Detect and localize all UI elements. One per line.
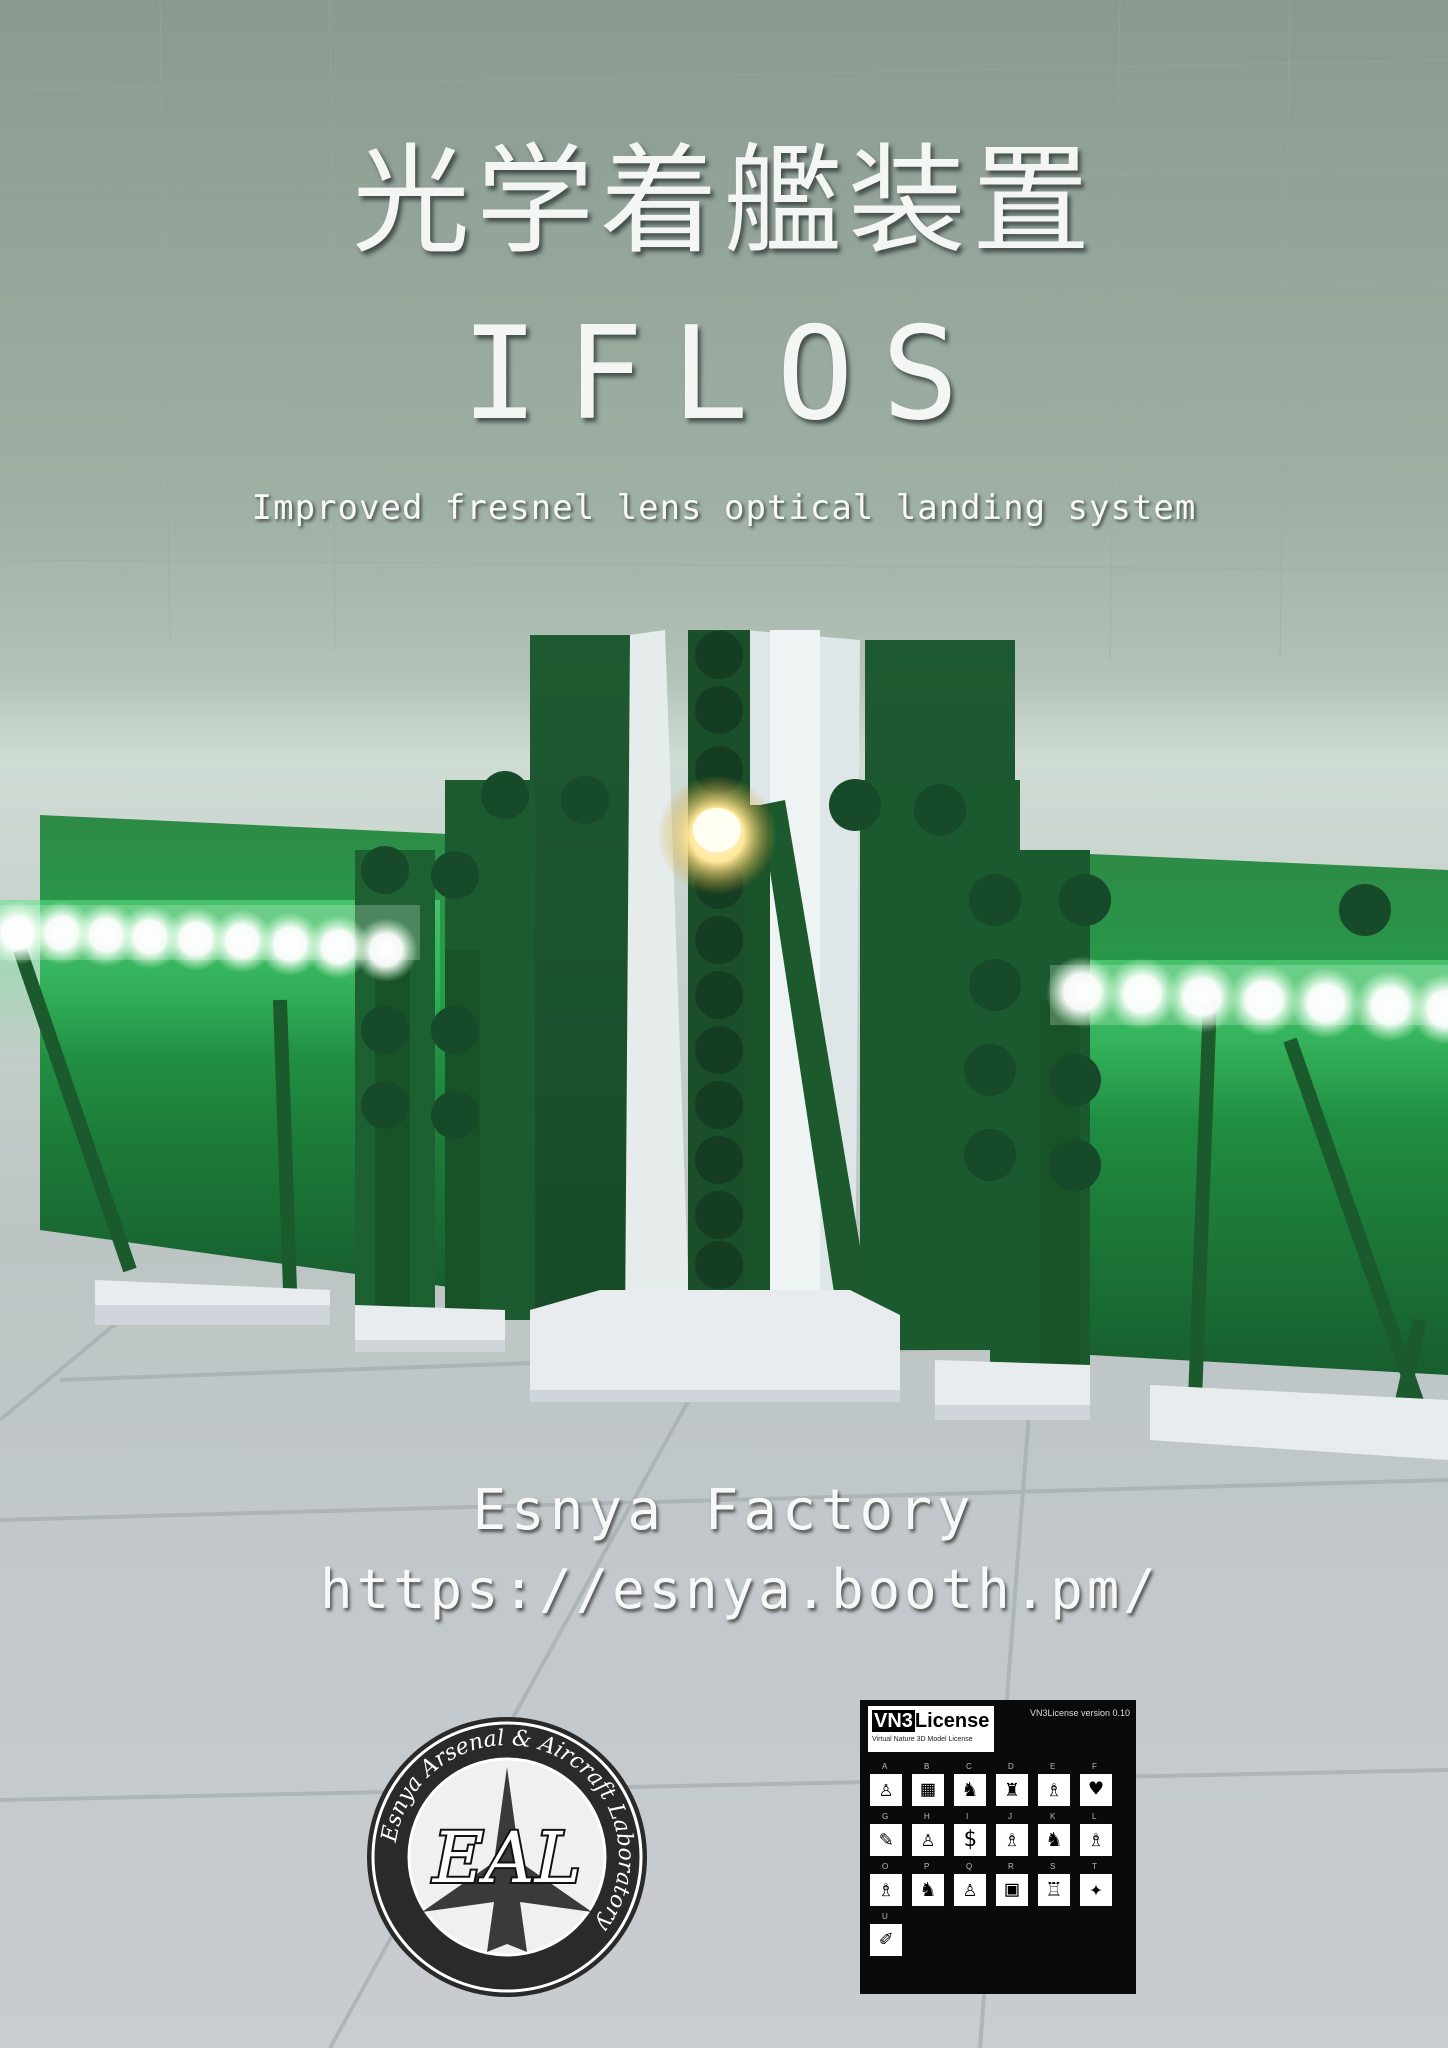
vn3-letter: D <box>1008 1762 1014 1771</box>
figure-icon: ♗ <box>1080 1824 1112 1856</box>
vn3-letter: P <box>924 1862 930 1871</box>
vn3-version: VN3License version 0.10 <box>1029 1708 1130 1718</box>
vn3-letter: L <box>1092 1812 1097 1821</box>
lab-emblem-icon: Esnya Arsenal & Aircraft Laboratory EAL <box>367 1717 647 1997</box>
tv-icon: ▣ <box>996 1874 1028 1906</box>
figure-icon: ♗ <box>1038 1774 1070 1806</box>
vn3-letter: F <box>1092 1762 1097 1771</box>
logo-monogram: EAL <box>431 1817 581 1899</box>
pen-icon: ✎ <box>870 1824 902 1856</box>
vn3-letter: O <box>882 1862 889 1871</box>
person-icon: ♙ <box>912 1824 944 1856</box>
vn3-letter: C <box>966 1762 972 1771</box>
group-icon: ♖ <box>1038 1874 1070 1906</box>
subtitle: Improved fresnel lens optical landing sy… <box>251 488 1197 528</box>
chair-icon: ♜ <box>996 1774 1028 1806</box>
person-icon: ♙ <box>954 1874 986 1906</box>
vn3-letter: A <box>882 1762 888 1771</box>
vn3-license-badge: VN3 License Virtual Nature 3D Model Licen… <box>860 1700 1136 1994</box>
star-icon: ✦ <box>1080 1874 1112 1906</box>
cat-icon: ♞ <box>1038 1824 1070 1856</box>
vn3-letter: H <box>924 1812 930 1821</box>
cat-icon: ♞ <box>954 1774 986 1806</box>
vn3-letter: G <box>882 1812 889 1821</box>
lab-logo: Esnya Arsenal & Aircraft Laboratory EAL <box>362 1712 652 2002</box>
coin-icon: $ <box>954 1824 986 1856</box>
vn3-letter: S <box>1050 1862 1056 1871</box>
vn3-brand: VN3 License <box>872 1710 990 1732</box>
vn3-letter: B <box>924 1762 930 1771</box>
vn3-letter: I <box>966 1812 969 1821</box>
title-english: IFLOS <box>461 300 987 449</box>
vn3-letter: U <box>882 1912 888 1921</box>
brush-icon: ✐ <box>870 1924 902 1956</box>
vn3-letter: E <box>1050 1762 1056 1771</box>
person-icon: ♙ <box>870 1774 902 1806</box>
title-japanese: 光学着艦装置 <box>351 132 1096 270</box>
vn3-letter: Q <box>966 1862 973 1871</box>
vn3-letter: J <box>1008 1812 1012 1821</box>
vn3-letter: K <box>1050 1812 1056 1821</box>
heart-icon: ♥ <box>1080 1774 1112 1806</box>
vn3-subtitle: Virtual Nature 3D Model License <box>872 1736 973 1743</box>
vn3-letter: T <box>1092 1862 1097 1871</box>
figure-icon: ♗ <box>870 1874 902 1906</box>
vn3-letter: R <box>1008 1862 1014 1871</box>
figure-icon: ♗ <box>996 1824 1028 1856</box>
cat-icon: ♞ <box>912 1874 944 1906</box>
building-icon: ▦ <box>912 1774 944 1806</box>
author-name: Esnya Factory <box>472 1478 976 1543</box>
vn3-header: VN3 License Virtual Nature 3D Model Licen… <box>868 1706 994 1752</box>
store-url[interactable]: https://esnya.booth.pm/ <box>320 1558 1160 1621</box>
